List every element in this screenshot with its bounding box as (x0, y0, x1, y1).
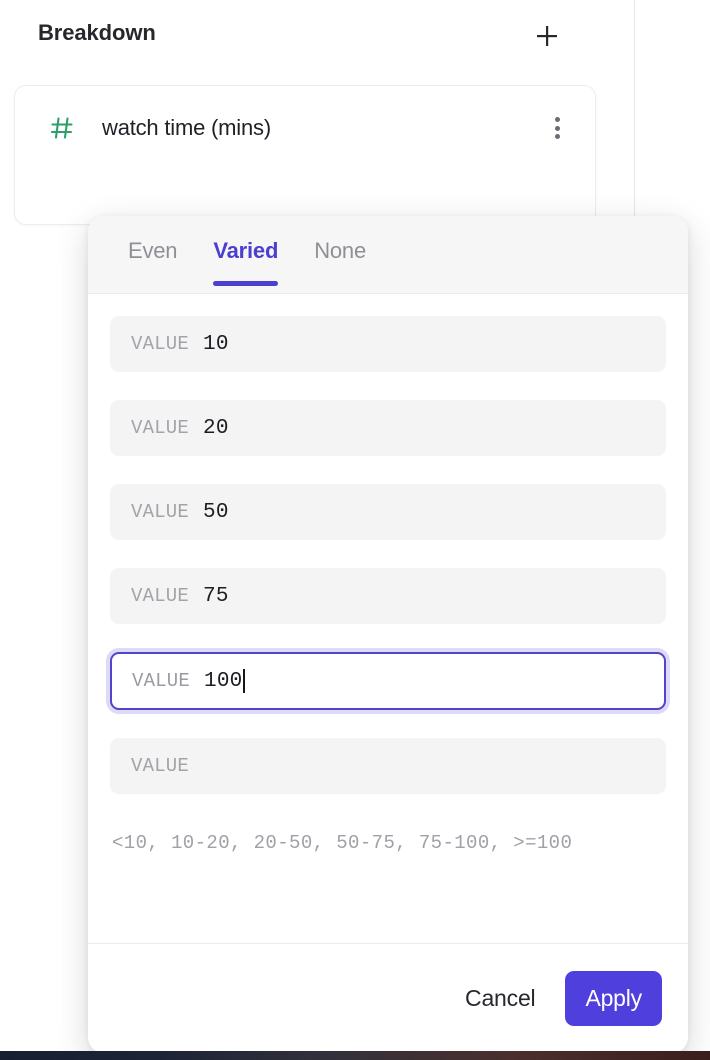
bucket-value-row[interactable]: VALUE 50 (110, 484, 666, 540)
hash-icon (48, 114, 76, 142)
value-placeholder: VALUE (131, 417, 190, 439)
breakdown-card[interactable]: watch time (mins) Numeric Bucket... (14, 85, 599, 291)
tab-even[interactable]: Even (110, 216, 195, 264)
value-placeholder: VALUE (132, 670, 191, 692)
apply-button[interactable]: Apply (565, 971, 662, 1026)
value-placeholder: VALUE (131, 333, 190, 355)
bucket-preview-text: <10, 10-20, 20-50, 50-75, 75-100, >=100 (112, 832, 573, 854)
kebab-dot (554, 117, 560, 122)
numeric-bucket-popup: Even Varied None VALUE 10 VALUE 20 VALUE… (88, 216, 688, 1053)
bucket-mode-tabs: Even Varied None (88, 216, 688, 294)
kebab-dot (554, 134, 560, 139)
plus-icon (534, 23, 560, 49)
value-text: 20 (203, 416, 229, 440)
page-title: Breakdown (38, 20, 156, 45)
value-placeholder: VALUE (131, 755, 190, 777)
value-text: 50 (203, 500, 229, 524)
kebab-dot (554, 125, 560, 131)
tab-none[interactable]: None (296, 216, 384, 264)
bottom-strip (0, 1051, 710, 1060)
popup-footer: Cancel Apply (88, 943, 688, 1053)
panel-divider (634, 0, 635, 216)
value-placeholder: VALUE (131, 585, 190, 607)
bucket-value-list: VALUE 10 VALUE 20 VALUE 50 VALUE 75 VALU… (88, 294, 688, 794)
breakdown-field-name: watch time (mins) (102, 115, 271, 140)
bucket-value-row[interactable]: VALUE 20 (110, 400, 666, 456)
bucket-value-row[interactable]: VALUE 75 (110, 568, 666, 624)
panel-header: Breakdown (0, 0, 634, 70)
bucket-value-row-focused[interactable]: VALUE 100 (110, 652, 666, 710)
text-caret (243, 669, 246, 693)
kebab-menu-icon[interactable] (545, 115, 569, 141)
value-placeholder: VALUE (131, 501, 190, 523)
cancel-button[interactable]: Cancel (447, 975, 553, 1022)
value-text: 75 (203, 584, 229, 608)
value-text: 100 (204, 669, 243, 693)
add-breakdown-button[interactable] (528, 17, 566, 55)
tab-varied[interactable]: Varied (195, 216, 296, 286)
bucket-value-row-empty[interactable]: VALUE (110, 738, 666, 794)
bucket-value-row[interactable]: VALUE 10 (110, 316, 666, 372)
value-text: 10 (203, 332, 229, 356)
